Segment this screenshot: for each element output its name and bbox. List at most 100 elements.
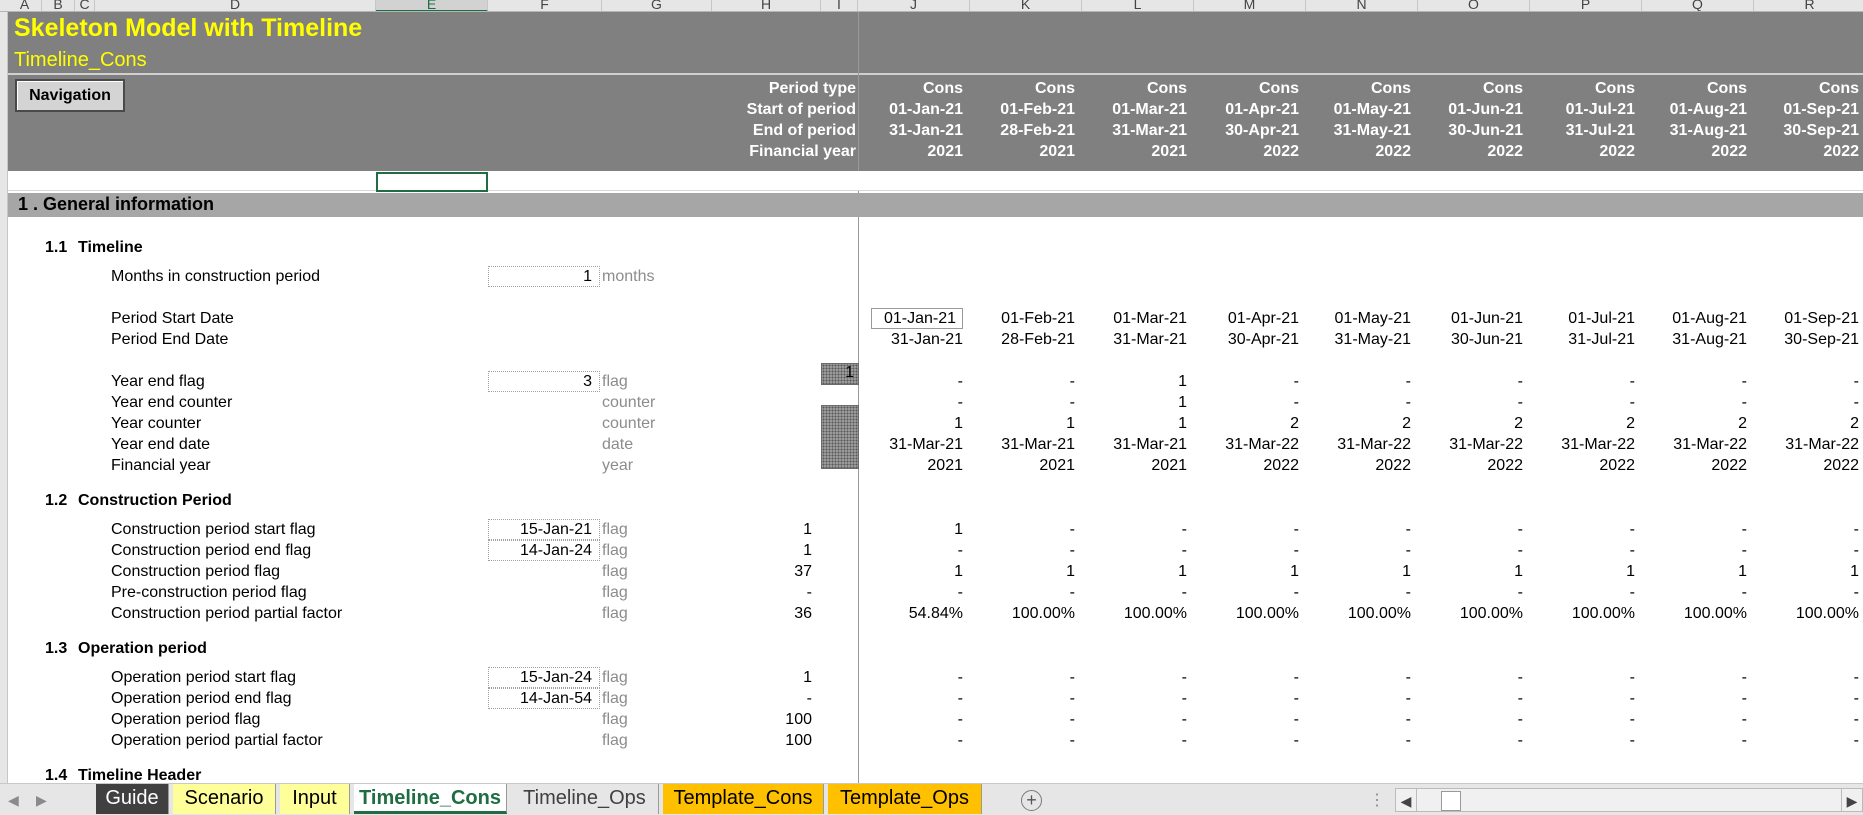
table-cell[interactable]: 100.00% <box>1571 605 1635 622</box>
table-cell[interactable]: 1 <box>1402 563 1411 580</box>
table-cell[interactable]: - <box>1181 542 1187 559</box>
header-cell-start[interactable]: 01-May-21 <box>1333 101 1411 118</box>
table-cell[interactable]: - <box>1293 542 1299 559</box>
table-cell[interactable]: - <box>1741 394 1747 411</box>
header-cell-fy[interactable]: 2022 <box>1823 143 1859 160</box>
table-cell[interactable]: 01-Jun-21 <box>1450 310 1523 327</box>
table-cell[interactable]: 2021 <box>927 457 963 474</box>
input-cell[interactable]: 14-Jan-54 <box>488 688 600 709</box>
table-cell[interactable]: 2022 <box>1599 457 1635 474</box>
table-cell[interactable]: - <box>1293 732 1299 749</box>
header-cell-fy[interactable]: 2022 <box>1375 143 1411 160</box>
table-cell[interactable]: - <box>1405 732 1411 749</box>
column-letter-r[interactable]: R <box>1754 0 1863 11</box>
sheet-tab-input[interactable]: Input <box>280 784 350 814</box>
table-cell[interactable]: - <box>1405 373 1411 390</box>
table-cell[interactable]: - <box>1181 711 1187 728</box>
table-cell[interactable]: - <box>1741 521 1747 538</box>
table-cell[interactable]: 2 <box>1402 415 1411 432</box>
table-cell[interactable]: 30-Jun-21 <box>1450 331 1523 348</box>
table-cell[interactable]: 31-Mar-22 <box>1225 436 1299 453</box>
table-cell[interactable]: 2022 <box>1263 457 1299 474</box>
table-cell[interactable]: 1 <box>1514 563 1523 580</box>
table-cell[interactable]: - <box>1293 711 1299 728</box>
header-cell-fy[interactable]: 2022 <box>1487 143 1523 160</box>
table-cell[interactable]: 01-Aug-21 <box>1672 310 1747 327</box>
table-cell[interactable]: 31-Mar-22 <box>1561 436 1635 453</box>
column-letter-f[interactable]: F <box>488 0 602 11</box>
table-cell[interactable]: 1 <box>1178 563 1187 580</box>
table-cell[interactable]: 100.00% <box>1795 605 1859 622</box>
table-cell[interactable]: 2 <box>1738 415 1747 432</box>
table-cell[interactable]: - <box>1853 732 1859 749</box>
table-cell[interactable]: 01-Feb-21 <box>1001 310 1075 327</box>
header-cell-type[interactable]: Cons <box>1595 80 1635 97</box>
table-cell[interactable]: 31-May-21 <box>1334 331 1411 348</box>
table-cell[interactable]: - <box>1517 584 1523 601</box>
table-cell[interactable]: 100.00% <box>1123 605 1187 622</box>
table-cell[interactable]: 01-Jul-21 <box>1568 310 1635 327</box>
header-cell-type[interactable]: Cons <box>923 80 963 97</box>
header-cell-end[interactable]: 31-May-21 <box>1333 122 1411 139</box>
table-cell[interactable]: - <box>957 690 963 707</box>
table-cell[interactable]: 31-Mar-21 <box>889 436 963 453</box>
input-cell[interactable]: 3 <box>488 371 600 392</box>
table-cell[interactable]: 1 <box>954 415 963 432</box>
table-cell[interactable]: - <box>1069 521 1075 538</box>
column-letter-g[interactable]: G <box>602 0 712 11</box>
sheet-tab-timeline-cons[interactable]: Timeline_Cons <box>354 784 507 814</box>
table-cell[interactable]: - <box>1405 584 1411 601</box>
input-cell[interactable]: 15-Jan-21 <box>488 519 600 540</box>
table-cell[interactable]: - <box>1853 394 1859 411</box>
table-cell[interactable]: - <box>1853 711 1859 728</box>
table-cell[interactable]: - <box>957 584 963 601</box>
table-cell[interactable]: - <box>1069 732 1075 749</box>
column-letter-e[interactable]: E <box>376 0 488 11</box>
column-letter-n[interactable]: N <box>1306 0 1418 11</box>
table-cell[interactable]: 01-Mar-21 <box>1113 310 1187 327</box>
table-cell[interactable]: - <box>957 669 963 686</box>
table-cell[interactable]: - <box>1629 669 1635 686</box>
table-cell[interactable]: 1 <box>1290 563 1299 580</box>
table-cell[interactable]: 01-May-21 <box>1334 310 1411 327</box>
table-cell[interactable]: 31-Mar-22 <box>1785 436 1859 453</box>
tab-scroll-right-icon[interactable]: ▶ <box>36 792 47 808</box>
table-cell[interactable]: - <box>1853 584 1859 601</box>
table-cell[interactable]: 100.00% <box>1235 605 1299 622</box>
table-cell[interactable]: 01-Jan-21 <box>871 308 963 329</box>
table-cell[interactable]: - <box>1069 394 1075 411</box>
table-cell[interactable]: 1 <box>1066 563 1075 580</box>
table-cell[interactable]: - <box>1405 394 1411 411</box>
table-cell[interactable]: - <box>1181 521 1187 538</box>
table-cell[interactable]: 31-Mar-22 <box>1673 436 1747 453</box>
more-options-icon[interactable]: ⋮ <box>1369 792 1385 809</box>
table-cell[interactable]: - <box>1293 584 1299 601</box>
table-cell[interactable]: 1 <box>954 563 963 580</box>
header-cell-end[interactable]: 31-Jan-21 <box>889 122 963 139</box>
header-cell-end[interactable]: 31-Aug-21 <box>1669 122 1747 139</box>
scroll-right-icon[interactable]: ▶ <box>1841 788 1863 812</box>
column-letter-k[interactable]: K <box>970 0 1082 11</box>
table-cell[interactable]: 100.00% <box>1347 605 1411 622</box>
table-cell[interactable]: - <box>1629 711 1635 728</box>
sheet-tab-guide[interactable]: Guide <box>96 784 169 814</box>
header-cell-type[interactable]: Cons <box>1371 80 1411 97</box>
header-cell-start[interactable]: 01-Jun-21 <box>1448 101 1523 118</box>
column-letter-l[interactable]: L <box>1082 0 1194 11</box>
table-cell[interactable]: - <box>1293 690 1299 707</box>
table-cell[interactable]: 31-Mar-21 <box>1001 436 1075 453</box>
table-cell[interactable]: 2021 <box>1151 457 1187 474</box>
scroll-thumb[interactable] <box>1441 791 1461 811</box>
table-cell[interactable]: 28-Feb-21 <box>1001 331 1075 348</box>
header-cell-end[interactable]: 31-Mar-21 <box>1112 122 1187 139</box>
add-sheet-icon[interactable]: + <box>1021 790 1042 811</box>
table-cell[interactable]: - <box>1181 690 1187 707</box>
table-cell[interactable]: - <box>1069 584 1075 601</box>
table-cell[interactable]: 31-Aug-21 <box>1672 331 1747 348</box>
table-cell[interactable]: - <box>1517 690 1523 707</box>
table-cell[interactable]: 2022 <box>1823 457 1859 474</box>
header-cell-start[interactable]: 01-Aug-21 <box>1669 101 1747 118</box>
column-letter-c[interactable]: C <box>75 0 95 11</box>
table-cell[interactable]: 2021 <box>1039 457 1075 474</box>
column-letter-i[interactable]: I <box>821 0 858 11</box>
